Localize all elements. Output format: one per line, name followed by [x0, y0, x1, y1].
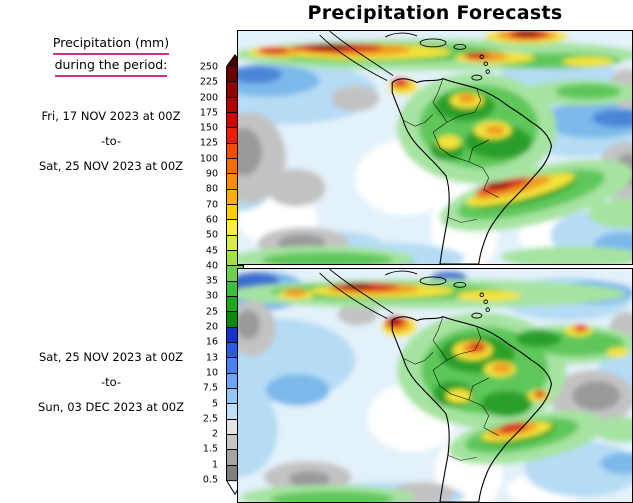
colorbar-tick-label: 16 [205, 336, 218, 348]
colorbar-tick-label: 35 [205, 275, 218, 287]
colorbar-tick-label: 250 [199, 61, 218, 73]
colorbar-tick-label: 10 [205, 367, 218, 379]
page-title: Precipitation Forecasts [307, 2, 563, 24]
colorbar-tick-label: 25 [205, 306, 218, 318]
period-2-separator: -to- [100, 375, 122, 389]
period-1-separator: -to- [100, 134, 122, 148]
period-1-start: Fri, 17 NOV 2023 at 00Z [41, 109, 181, 123]
colorbar-tick-label: 5 [211, 398, 218, 410]
precipitation-field-2 [238, 269, 632, 502]
colorbar-tick-label: 150 [199, 122, 218, 134]
colorbar-title: Precipitation (mm) during the period: [8, 33, 214, 77]
colorbar-tick-label: 40 [205, 260, 218, 272]
colorbar-tick-label: 60 [205, 214, 218, 226]
colorbar-tick-label: 175 [199, 107, 218, 119]
colorbar-tick-label: 125 [199, 137, 218, 149]
colorbar-tick-label: 90 [205, 168, 218, 180]
colorbar-labels: 250 225 200 175 150 125 100 90 80 70 60 50 45 40 35 30 2… [168, 62, 220, 486]
colorbar-tick-label: 200 [199, 92, 218, 104]
colorbar-tick-label: 30 [205, 290, 218, 302]
colorbar-tick-label: 7.5 [202, 382, 218, 394]
colorbar-title-line1: Precipitation (mm) [52, 33, 170, 55]
colorbar-tick-label: 45 [205, 245, 218, 257]
period-2-label: Sat, 25 NOV 2023 at 00Z -to- Sun, 03 DEC… [8, 350, 214, 425]
colorbar-tick-label: 2.5 [202, 413, 218, 425]
forecast-map-1-graphic [238, 31, 632, 264]
colorbar-tick-label: 80 [205, 183, 218, 195]
precipitation-field-1 [238, 31, 632, 264]
colorbar-title-line2: during the period: [54, 55, 168, 77]
colorbar-tick-label: 1 [211, 459, 218, 471]
forecast-map-period-2 [237, 268, 633, 503]
forecast-map-period-1 [237, 30, 633, 265]
period-2-start: Sat, 25 NOV 2023 at 00Z [38, 350, 184, 364]
colorbar-tick-label: 100 [199, 153, 218, 165]
colorbar-tick-label: 20 [205, 321, 218, 333]
period-1-end: Sat, 25 NOV 2023 at 00Z [38, 159, 184, 173]
period-2-end: Sun, 03 DEC 2023 at 00Z [38, 400, 184, 414]
period-1-label: Fri, 17 NOV 2023 at 00Z -to- Sat, 25 NOV… [8, 109, 214, 184]
colorbar-tick-label: 50 [205, 229, 218, 241]
colorbar-tick-label: 13 [205, 352, 218, 364]
colorbar-tick-label: 0.5 [202, 474, 218, 486]
colorbar-tick-label: 2 [211, 428, 218, 440]
colorbar-tick-label: 1.5 [202, 443, 218, 455]
colorbar-tick-label: 70 [205, 199, 218, 211]
colorbar-tick-label: 225 [199, 76, 218, 88]
forecast-map-2-graphic [238, 269, 632, 502]
